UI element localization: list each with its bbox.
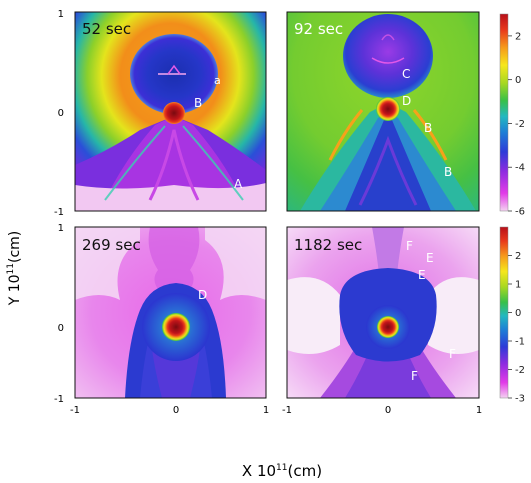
annotation-label: D [198, 288, 207, 302]
panel-title: 52 sec [82, 20, 131, 38]
panel-52sec-image [75, 12, 266, 211]
y-tick-label: 1 [58, 223, 64, 234]
colorbar-tick-label: -2 [515, 119, 525, 130]
y-tick-label: -1 [54, 394, 64, 405]
x-axis-label-main: X 10 [242, 462, 276, 480]
panel-269sec: 269 sec D 1 0 -1 -1 0 1 [54, 223, 269, 416]
annotation-label: E [418, 268, 426, 282]
svg-text:X 1011(cm): X 1011(cm) [242, 462, 322, 480]
svg-text:Y 1011(cm): Y 1011(cm) [6, 231, 23, 307]
x-tick-label: -1 [70, 405, 80, 416]
annotation-label: E [426, 251, 434, 265]
colorbar-tick-label: 1 [515, 280, 521, 291]
colorbar-tick-label: -2 [515, 365, 525, 376]
y-axis-label: Y 1011(cm) [6, 231, 23, 307]
x-tick-label: 1 [476, 405, 482, 416]
panel-269sec-image [75, 227, 266, 398]
x-tick-label: 1 [263, 405, 269, 416]
colorbar-bottom-bar [499, 226, 509, 399]
annotation-label: B [194, 96, 202, 110]
y-tick-label: 0 [58, 108, 64, 119]
panel-92sec-image [287, 12, 479, 211]
colorbar-tick-label: 0 [515, 308, 521, 319]
y-tick-label: 1 [58, 9, 64, 20]
annotation-label: B [444, 165, 452, 179]
panel-title: 269 sec [82, 236, 141, 254]
annotation-label: B [424, 121, 432, 135]
colorbar-tick-label: -4 [515, 163, 525, 174]
colorbar-top-bar [499, 13, 509, 212]
annotation-label: F [406, 239, 413, 253]
panel-title: 92 sec [294, 20, 343, 38]
annotation-label: F [411, 369, 418, 383]
colorbar-bottom: 2 1 0 -1 -2 -3 [499, 226, 525, 405]
y-axis-label-unit: (cm) [7, 231, 23, 263]
annotation-label: a [214, 74, 221, 87]
colorbar-tick-label: -1 [515, 337, 525, 348]
x-axis-label-exp: 11 [276, 463, 287, 473]
colorbar-top: 2 0 -2 -4 -6 [499, 13, 525, 218]
x-tick-label: -1 [282, 405, 292, 416]
y-tick-label: 0 [58, 323, 64, 334]
colorbar-tick-label: -6 [515, 207, 525, 218]
y-axis-label-main: Y 10 [7, 274, 23, 306]
panel-52sec: 52 sec a B A 1 0 -1 [54, 9, 267, 218]
colorbar-tick-label: 2 [515, 31, 521, 42]
colorbar-tick-label: 2 [515, 251, 521, 262]
annotation-label: C [402, 67, 410, 81]
x-tick-label: 0 [385, 405, 391, 416]
y-tick-label: -1 [54, 207, 64, 218]
x-axis-label-unit: (cm) [288, 462, 323, 480]
x-axis-label: X 1011(cm) [242, 462, 322, 480]
annotation-label: D [402, 94, 411, 108]
annotation-label: F [449, 347, 456, 361]
annotation-label: A [234, 177, 243, 191]
colorbar-tick-label: 0 [515, 75, 521, 86]
panel-title: 1182 sec [294, 236, 362, 254]
x-tick-label: 0 [173, 405, 179, 416]
panel-92sec: 92 sec C D B B [286, 11, 480, 212]
y-axis-label-exp: 11 [6, 263, 16, 274]
panel-1182sec-image [287, 227, 479, 398]
panel-1182sec: 1182 sec F E E F F -1 0 1 [282, 226, 482, 416]
colorbar-tick-label: -3 [515, 394, 525, 405]
